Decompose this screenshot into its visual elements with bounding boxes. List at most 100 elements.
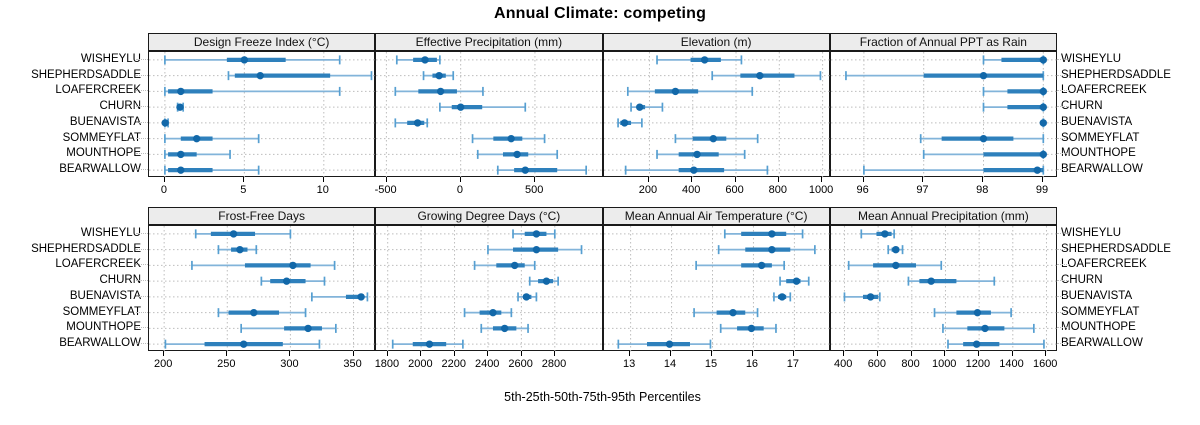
percentile-mark [164, 165, 260, 175]
axis-tick [982, 177, 984, 182]
median-dot [1039, 56, 1047, 64]
site-label: SOMMEYFLAT [1061, 131, 1140, 144]
percentile-mark [772, 292, 791, 302]
site-label: LOAFERCREEK [1061, 258, 1147, 271]
site-label: LOAFERCREEK [55, 84, 141, 97]
gridline-stub [136, 121, 148, 123]
x-axis-label: 5th-25th-50th-75th-95th Percentiles [504, 390, 701, 404]
axis-tick [226, 351, 228, 356]
gridline-stub [1057, 327, 1069, 329]
panel-strip: Growing Degree Days (°C) [375, 207, 603, 225]
percentile-mark [862, 165, 1044, 175]
median-dot [927, 277, 935, 285]
gridline-stub [136, 106, 148, 108]
site-label: WISHEYLU [1061, 52, 1122, 65]
median-dot [777, 293, 786, 301]
median-dot [489, 308, 497, 317]
axis-tick-label: 600 [867, 358, 887, 370]
axis-tick [910, 351, 912, 356]
median-dot [973, 308, 981, 317]
axis-tick-label: 1000 [931, 358, 957, 370]
axis-tick-label: 99 [1035, 184, 1049, 196]
percentile-mark [946, 339, 1045, 349]
percentile-mark [982, 55, 1047, 65]
axis-tick-label: 2400 [474, 358, 500, 370]
median-dot [289, 261, 297, 270]
median-dot [176, 103, 184, 111]
site-label: BEARWALLOW [1061, 163, 1143, 176]
panel [829, 225, 1058, 352]
axis-tick-label: 800 [768, 184, 787, 196]
percentile-mark [723, 229, 803, 239]
panel-strip-title: Mean Annual Precipitation (mm) [858, 209, 1029, 223]
gridline-stub [136, 248, 148, 250]
site-label: SHEPHERDSADDLE [1061, 68, 1171, 81]
panel-strip: Frost-Free Days [148, 207, 376, 225]
percentile-mark [616, 339, 711, 349]
chart-title: Annual Climate: competing [493, 5, 707, 22]
axis-tick-label: 2000 [408, 358, 433, 370]
site-label: BEARWALLOW [59, 337, 141, 350]
panel-strip-title: Fraction of Annual PPT as Rain [859, 35, 1027, 49]
median-dot [972, 340, 981, 348]
panel-strip: Fraction of Annual PPT as Rain [829, 33, 1057, 51]
gridline-stub [136, 153, 148, 155]
axis-tick-label: 17 [786, 358, 800, 370]
percentile-mark [624, 165, 768, 175]
panel [602, 225, 831, 352]
median-dot [229, 230, 238, 238]
site-label: BUENAVISTA [69, 115, 141, 128]
axis-tick-label: 1800 [374, 358, 400, 370]
axis-tick [520, 351, 522, 356]
percentile-mark [717, 245, 816, 255]
median-dot [161, 119, 169, 127]
axis-tick-label: 96 [856, 184, 869, 196]
site-label: BUENAVISTA [1061, 115, 1133, 128]
median-dot [256, 71, 264, 80]
median-dot [767, 245, 776, 254]
percentile-mark [463, 308, 513, 318]
median-dot [757, 261, 765, 270]
percentile-mark [710, 71, 821, 81]
percentile-mark [847, 260, 942, 270]
axis-tick-label: 14 [663, 358, 677, 370]
percentile-mark [694, 260, 785, 270]
gridline-stub [136, 232, 148, 234]
axis-tick-label: 350 [343, 358, 362, 370]
median-dot [728, 308, 737, 317]
axis-tick [777, 177, 779, 182]
percentile-mark [629, 102, 663, 112]
axis-tick [792, 351, 794, 356]
median-dot [501, 324, 509, 333]
axis-tick [647, 177, 649, 182]
axis-tick [352, 351, 354, 356]
panel [602, 51, 831, 178]
axis-tick [163, 177, 165, 182]
axis-tick [534, 177, 536, 182]
median-dot [1039, 119, 1047, 127]
median-dot [457, 103, 465, 111]
median-dot [177, 150, 185, 159]
axis-tick-label: 400 [682, 184, 701, 196]
gridline-stub [1057, 169, 1069, 171]
percentile-mark [982, 102, 1047, 112]
panel-strip-title: Elevation (m) [680, 35, 752, 49]
percentile-mark [311, 292, 369, 302]
percentile-mark [477, 149, 559, 159]
percentile-mark [843, 292, 881, 302]
median-dot [747, 324, 755, 333]
site-label: LOAFERCREEK [1061, 84, 1147, 97]
axis-tick-label: 500 [524, 184, 544, 196]
gridline-stub [1057, 74, 1069, 76]
gridline-stub [136, 343, 148, 345]
axis-tick-label: 2200 [441, 358, 467, 370]
median-dot [236, 245, 244, 254]
axis-tick-label: 15 [704, 358, 718, 370]
axis-tick-label: 1200 [965, 358, 991, 370]
percentile-mark [473, 260, 536, 270]
site-label: MOUNTHOPE [66, 147, 141, 160]
gridline-stub [1057, 311, 1069, 313]
percentile-mark [194, 229, 292, 239]
percentile-mark [655, 55, 742, 65]
